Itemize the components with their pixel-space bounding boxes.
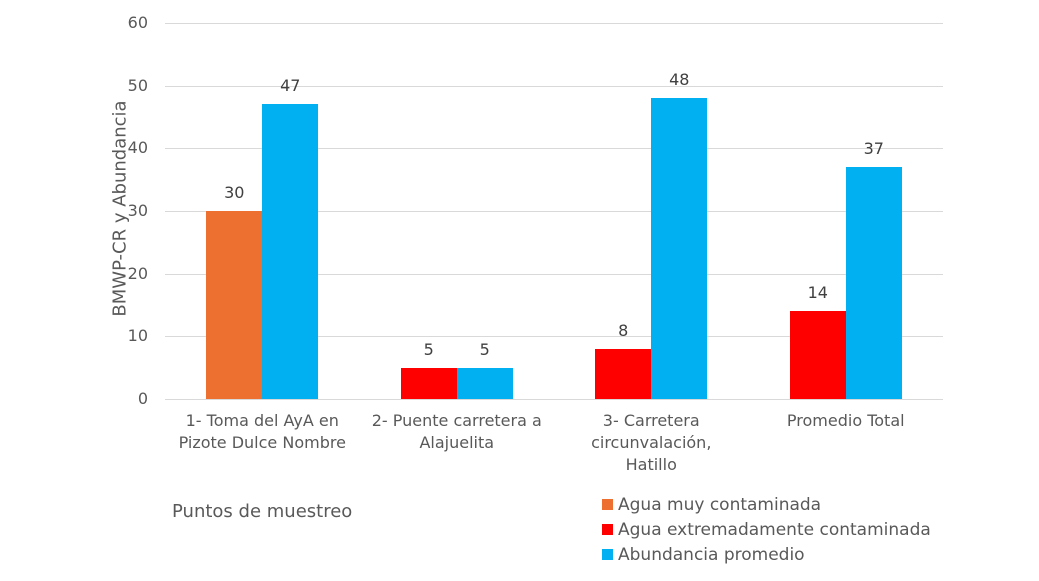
legend-label: Abundancia promedio (618, 544, 805, 565)
legend-label: Agua muy contaminada (618, 494, 822, 515)
bar (456, 367, 513, 399)
y-tick-label: 10 (127, 326, 148, 346)
y-tick-label: 50 (127, 75, 148, 95)
gridline (165, 211, 943, 212)
gridline (165, 399, 943, 400)
bar (845, 167, 902, 399)
data-label: 14 (807, 283, 828, 303)
bar (595, 348, 652, 399)
gridline (165, 85, 943, 87)
legend-item: Agua muy contaminada (602, 492, 931, 517)
bar (651, 98, 708, 399)
y-tick-label: 20 (127, 263, 148, 283)
x-tick-label: 2- Puente carretera a Alajuelita (371, 411, 542, 452)
legend-label: Agua extremadamente contaminada (618, 519, 931, 540)
gridline (165, 148, 943, 150)
y-tick-label: 60 (127, 13, 148, 32)
x-tick-label: 3- Carretera circunvalación, Hatillo (591, 411, 712, 474)
bar (789, 311, 846, 399)
data-label: 47 (280, 76, 301, 96)
legend-swatch-icon (602, 524, 613, 535)
y-tick-label: 0 (137, 389, 148, 408)
data-label: 8 (618, 320, 629, 340)
data-label: 5 (479, 339, 490, 359)
data-label: 30 (224, 183, 245, 202)
x-axis-title: Puntos de muestreo (172, 501, 353, 522)
data-label: 5 (423, 339, 434, 359)
legend-item: Agua extremadamente contaminada (602, 517, 931, 542)
legend-swatch-icon (602, 549, 613, 560)
x-tick-label: Promedio Total (786, 411, 905, 430)
legend-item: Abundancia promedio (602, 542, 931, 567)
data-label: 37 (863, 139, 884, 159)
data-label: 48 (669, 70, 690, 90)
legend-swatch-icon (602, 499, 613, 510)
gridline (165, 273, 943, 275)
gridline (165, 23, 943, 24)
y-tick-label: 30 (127, 201, 148, 220)
bar (400, 367, 457, 399)
x-tick-label: 1- Toma del AyA en Pizote Dulce Nombre (178, 411, 346, 452)
legend: Agua muy contaminada Agua extremadamente … (602, 492, 931, 567)
gridline (165, 336, 943, 338)
y-tick-label: 40 (127, 138, 148, 158)
bar (206, 211, 263, 399)
bar (262, 104, 319, 399)
